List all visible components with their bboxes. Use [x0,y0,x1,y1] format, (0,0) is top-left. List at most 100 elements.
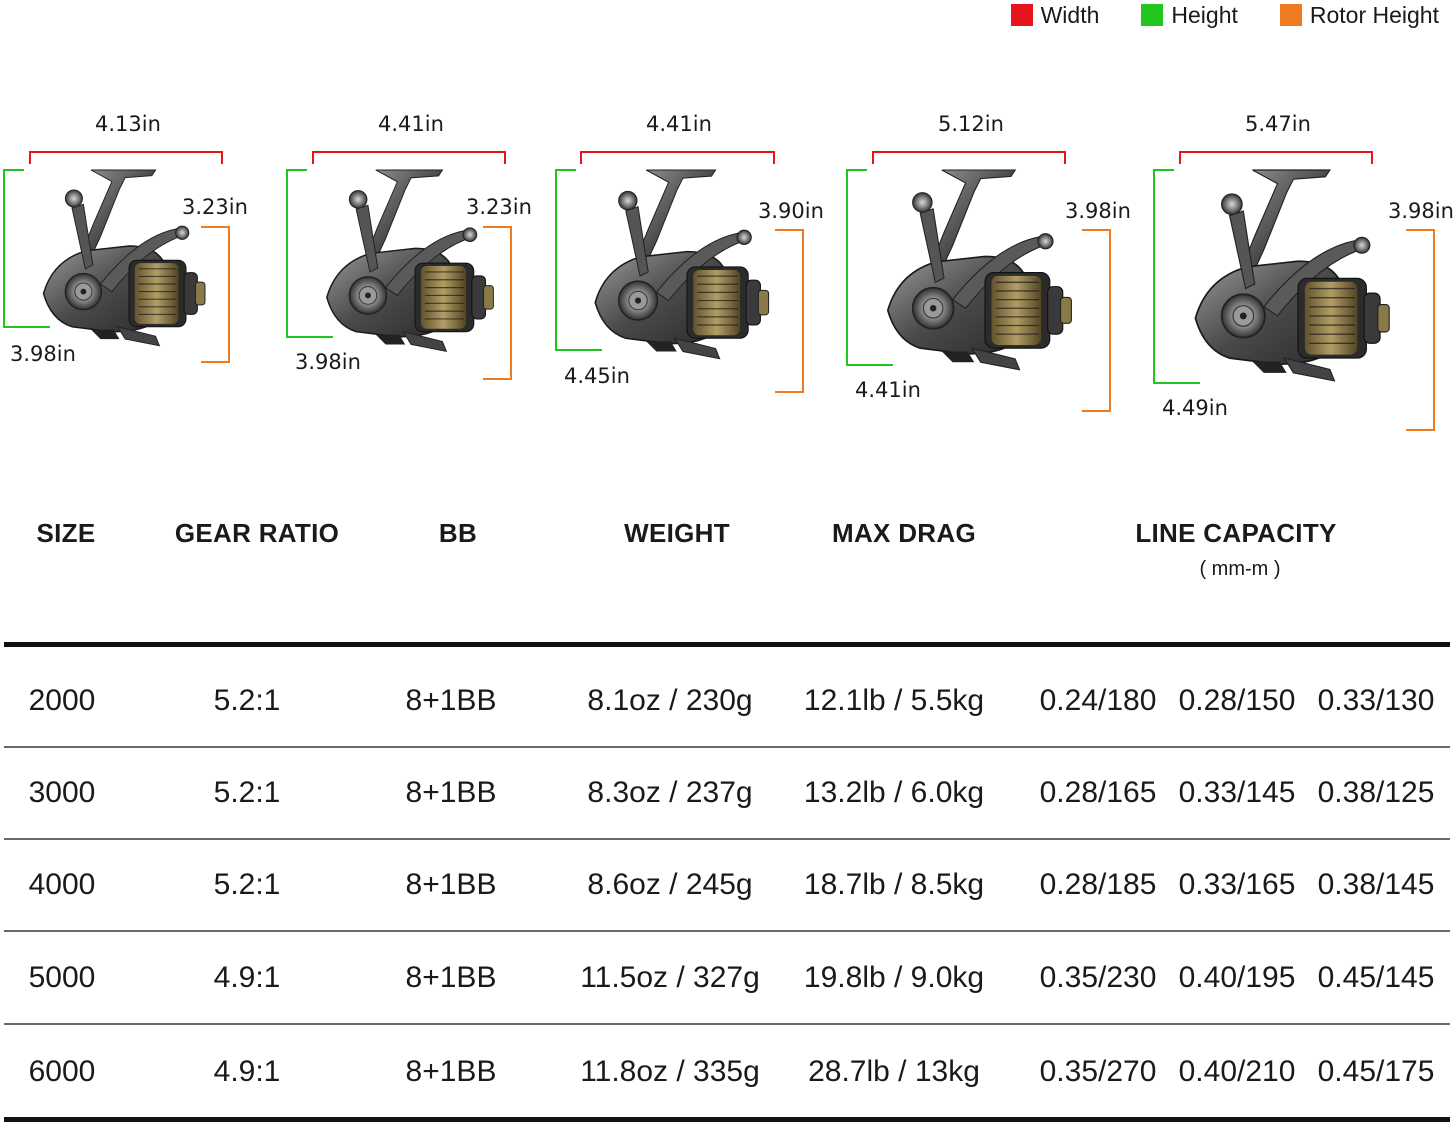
header-line-capacity-unit: ( mm-m ) [1199,558,1281,580]
cell-size: 5000 [28,961,96,994]
spinning-reel-illustration [1194,169,1390,382]
cell-bb: 8+1BB [405,776,497,809]
width-bracket [312,151,506,164]
legend-swatch-height [1141,4,1164,26]
height-label: 4.49in [1162,396,1228,420]
reel-diagram-canvas [3,151,1435,431]
spec-table-header: SIZE GEAR RATIO BB WEIGHT MAX DRAG LINE … [0,518,1453,598]
cell-max-drag: 19.8lb / 9.0kg [803,961,985,994]
width-bracket [580,151,775,164]
cell-size: 3000 [28,776,96,809]
spinning-reel-illustration [42,169,206,347]
width-bracket [872,151,1066,164]
header-size: SIZE [36,518,96,548]
cell-max-drag: 28.7lb / 13kg [808,1055,980,1088]
height-bracket [555,169,602,351]
cell-weight: 8.1oz / 230g [587,684,753,717]
rotor-height-label: 3.23in [466,195,532,219]
cell-bb: 8+1BB [405,961,497,994]
rotor-height-bracket [201,226,230,363]
height-bracket [3,169,50,328]
height-label: 3.98in [10,342,76,366]
cell-line-capacity-2: 0.33/145 [1178,776,1296,809]
header-gear-ratio: GEAR RATIO [174,518,340,548]
reel-1 [3,151,230,363]
cell-line-capacity-1: 0.24/180 [1039,684,1157,717]
legend-label-width: Width [1040,1,1100,28]
cell-gear-ratio: 5.2:1 [213,776,281,809]
header-weight: WEIGHT [624,518,730,548]
width-label: 4.13in [95,112,161,136]
table-top-rule [4,642,1450,647]
cell-line-capacity-3: 0.38/125 [1317,776,1435,809]
cell-weight: 11.8oz / 335g [580,1055,760,1088]
cell-bb: 8+1BB [405,868,497,901]
rotor-height-bracket [775,229,804,393]
cell-weight: 8.6oz / 245g [587,868,753,901]
width-bracket [29,151,223,164]
cell-weight: 8.3oz / 237g [587,776,753,809]
cell-line-capacity-1: 0.28/185 [1039,868,1157,901]
reel-5 [1153,151,1435,431]
width-label: 5.12in [938,112,1004,136]
legend-item-rotor-height: Rotor Height [1279,2,1439,29]
header-max-drag: MAX DRAG [832,518,976,548]
cell-max-drag: 12.1lb / 5.5kg [803,684,985,717]
width-bracket [1179,151,1373,164]
legend-swatch-rotor-height [1279,4,1302,26]
height-label: 4.41in [855,378,921,402]
row-divider [4,1023,1450,1025]
spinning-reel-illustration [594,169,770,360]
reel-2 [286,151,512,380]
cell-line-capacity-3: 0.33/130 [1317,684,1435,717]
legend-item-height: Height [1141,1,1238,29]
rotor-height-bracket [1082,229,1111,412]
cell-line-capacity-2: 0.40/210 [1178,1055,1296,1088]
header-line-capacity: LINE CAPACITY [1135,518,1337,548]
height-label: 3.98in [295,350,361,374]
spinning-reel-illustration [326,169,494,352]
row-divider [4,930,1450,932]
spinning-reel-illustration [886,169,1072,371]
cell-bb: 8+1BB [405,1055,497,1088]
height-bracket [1153,169,1200,384]
width-label: 4.41in [378,112,444,136]
reel-3 [555,151,804,393]
height-label: 4.45in [564,364,630,388]
rotor-height-bracket [483,226,512,380]
cell-max-drag: 18.7lb / 8.5kg [803,868,985,901]
cell-weight: 11.5oz / 327g [580,961,760,994]
table-bottom-rule [4,1117,1450,1122]
height-bracket [286,169,333,338]
reel-4 [846,151,1111,412]
cell-gear-ratio: 5.2:1 [213,684,281,717]
rotor-height-label: 3.90in [758,199,824,223]
cell-line-capacity-2: 0.33/165 [1178,868,1296,901]
cell-line-capacity-3: 0.45/145 [1317,961,1435,994]
legend-label-height: Height [1171,1,1238,28]
legend: Width Height Rotor Height [969,0,1439,30]
cell-size: 2000 [28,684,96,717]
table-row: 3000 5.2:1 8+1BB 8.3oz / 237g 13.2lb / 6.0kg… [0,748,1453,838]
table-row: 4000 5.2:1 8+1BB 8.6oz / 245g 18.7lb / 8.5kg… [0,840,1453,930]
row-divider [4,746,1450,748]
cell-line-capacity-1: 0.35/270 [1039,1055,1157,1088]
width-label: 5.47in [1245,112,1311,136]
legend-item-width: Width [1010,1,1100,29]
cell-gear-ratio: 4.9:1 [213,961,281,994]
cell-line-capacity-1: 0.28/165 [1039,776,1157,809]
cell-gear-ratio: 4.9:1 [213,1055,281,1088]
rotor-height-label: 3.98in [1388,199,1453,223]
width-label: 4.41in [646,112,712,136]
header-bb: BB [438,518,478,548]
cell-line-capacity-2: 0.28/150 [1178,684,1296,717]
cell-line-capacity-3: 0.38/145 [1317,868,1435,901]
cell-line-capacity-3: 0.45/175 [1317,1055,1435,1088]
height-bracket [846,169,893,366]
cell-max-drag: 13.2lb / 6.0kg [803,776,985,809]
table-row: 5000 4.9:1 8+1BB 11.5oz / 327g 19.8lb / 9.0k… [0,933,1453,1023]
cell-size: 4000 [28,868,96,901]
cell-line-capacity-1: 0.35/230 [1039,961,1157,994]
cell-line-capacity-2: 0.40/195 [1178,961,1296,994]
legend-swatch-width [1010,4,1033,26]
